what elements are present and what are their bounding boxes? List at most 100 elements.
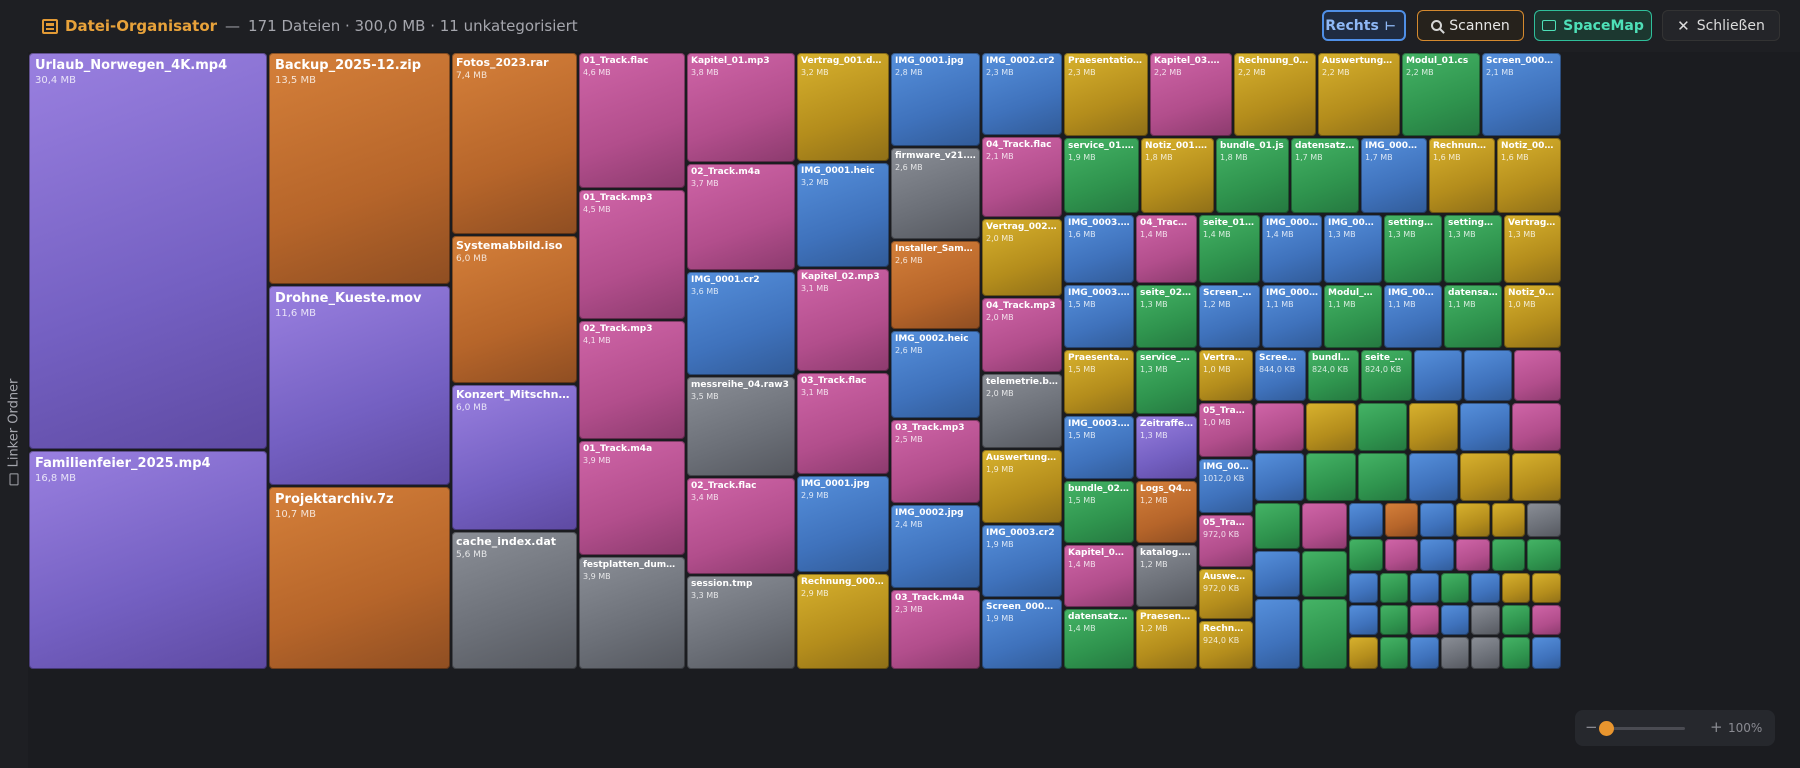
file-tile-small[interactable] <box>1302 551 1347 597</box>
file-tile[interactable]: bundle_02.js 1,5 MB <box>1064 481 1134 543</box>
file-tile[interactable]: 04_Track.m4a 1,4 MB <box>1136 215 1197 283</box>
file-tile-small[interactable] <box>1306 403 1356 451</box>
file-tile[interactable]: IMG_0004.jpg 1,1 MB <box>1384 285 1442 348</box>
file-tile[interactable]: Screen_0003.png 1,2 MB <box>1199 285 1260 348</box>
file-tile[interactable]: bundle_01.js 1,8 MB <box>1216 138 1289 213</box>
file-tile-small[interactable] <box>1471 605 1500 635</box>
file-tile-small[interactable] <box>1471 573 1500 603</box>
file-tile-small[interactable] <box>1384 503 1419 537</box>
file-tile[interactable]: 03_Track.mp3 2,5 MB <box>891 420 980 503</box>
file-tile-small[interactable] <box>1440 637 1470 669</box>
file-tile-small[interactable] <box>1349 637 1378 669</box>
file-tile[interactable]: Notiz_002.txt 1,6 MB <box>1497 138 1561 213</box>
file-tile[interactable]: Installer_Sammlung.zip 2,6 MB <box>891 241 980 329</box>
file-tile[interactable]: Drohne_Kueste.mov 11,6 MB <box>269 286 450 485</box>
file-tile[interactable]: katalog.idx 1,2 MB <box>1136 545 1197 607</box>
scan-button[interactable]: Scannen <box>1417 10 1524 41</box>
file-tile-small[interactable] <box>1349 605 1378 635</box>
file-tile-small[interactable] <box>1409 453 1459 501</box>
file-tile-small[interactable] <box>1357 453 1407 501</box>
left-folder-sidebar[interactable]: Linker Ordner <box>0 52 28 768</box>
rechts-button[interactable]: Rechts ⊢ <box>1322 10 1406 41</box>
file-tile[interactable]: Screen_0001.png 2,1 MB <box>1482 53 1561 136</box>
file-tile[interactable]: 01_Track.flac 4,6 MB <box>579 53 685 188</box>
file-tile-small[interactable] <box>1255 403 1305 451</box>
file-tile-small[interactable] <box>1410 637 1439 669</box>
file-tile[interactable]: messreihe_04.raw3 3,5 MB <box>687 377 795 476</box>
file-tile-small[interactable] <box>1255 503 1300 549</box>
spacemap-button[interactable]: SpaceMap <box>1534 10 1652 41</box>
file-tile[interactable]: cache_index.dat 5,6 MB <box>452 532 577 669</box>
file-tile-small[interactable] <box>1527 539 1561 571</box>
file-tile-small[interactable] <box>1349 503 1383 537</box>
file-tile[interactable]: Vertrag_004.... 1,0 MB <box>1199 350 1253 401</box>
file-tile-small[interactable] <box>1302 599 1347 669</box>
file-tile[interactable]: bundle_03.js 824,0 KB <box>1308 350 1359 401</box>
file-tile[interactable]: Praesentation_02.... 1,5 MB <box>1064 350 1134 414</box>
file-tile[interactable]: service_02.py 1,3 MB <box>1136 350 1197 414</box>
file-tile[interactable]: Screen_0002.png 1,9 MB <box>982 599 1062 669</box>
file-tile[interactable]: Systemabbild.iso 6,0 MB <box>452 236 577 383</box>
file-tile-small[interactable] <box>1409 403 1459 451</box>
file-tile[interactable]: 01_Track.m4a 3,9 MB <box>579 441 685 555</box>
file-tile[interactable]: telemetrie.blob 2,0 MB <box>982 374 1062 448</box>
file-tile-small[interactable] <box>1420 539 1454 571</box>
file-tile[interactable]: Kapitel_04.mp3 1,4 MB <box>1064 545 1134 607</box>
file-tile[interactable]: IMG_0002.jpg 1,7 MB <box>1361 138 1427 213</box>
file-tile-small[interactable] <box>1501 637 1531 669</box>
file-tile[interactable]: 04_Track.flac 2,1 MB <box>982 137 1062 217</box>
file-tile[interactable]: IMG_0004.cr2 1,4 MB <box>1262 215 1322 283</box>
file-tile[interactable]: IMG_0005.jpg 1012,0 KB <box>1199 459 1253 513</box>
file-tile[interactable]: Fotos_2023.rar 7,4 MB <box>452 53 577 234</box>
file-tile[interactable]: Kapitel_01.mp3 3,8 MB <box>687 53 795 162</box>
file-tile[interactable]: 03_Track.flac 3,1 MB <box>797 373 889 474</box>
file-tile[interactable]: Logs_Q4.tar.gz 1,2 MB <box>1136 481 1197 543</box>
file-tile-small[interactable] <box>1255 453 1305 501</box>
file-tile[interactable]: settings_02.xml 1,3 MB <box>1384 215 1442 283</box>
zoom-slider-handle[interactable] <box>1599 721 1614 736</box>
file-tile[interactable]: Auswertung_... 972,0 KB <box>1199 569 1253 619</box>
close-button[interactable]: ✕ Schließen <box>1662 10 1780 41</box>
file-tile[interactable]: Backup_2025-12.zip 13,5 MB <box>269 53 450 284</box>
file-tile[interactable]: IMG_0004.jpg 1,3 MB <box>1324 215 1382 283</box>
file-tile[interactable]: session.tmp 3,3 MB <box>687 576 795 669</box>
file-tile[interactable]: 01_Track.mp3 4,5 MB <box>579 190 685 319</box>
file-tile[interactable]: IMG_0002.heic 2,6 MB <box>891 331 980 418</box>
file-tile[interactable]: datensatz_01.json 1,7 MB <box>1291 138 1359 213</box>
file-tile-small[interactable] <box>1440 573 1470 603</box>
file-tile[interactable]: Notiz_003.txt 1,0 MB <box>1504 285 1561 348</box>
file-tile[interactable]: Screen_000... 844,0 KB <box>1255 350 1306 401</box>
file-tile[interactable]: Vertrag_001.docx 3,2 MB <box>797 53 889 161</box>
file-tile[interactable]: 02_Track.flac 3,4 MB <box>687 478 795 574</box>
file-tile[interactable]: 05_Track.mp3 1,0 MB <box>1199 403 1253 457</box>
file-tile-small[interactable] <box>1379 605 1409 635</box>
file-tile[interactable]: service_01.py 1,9 MB <box>1064 138 1139 213</box>
file-tile-small[interactable] <box>1410 573 1439 603</box>
file-tile[interactable]: IMG_0003.jpg 1,6 MB <box>1064 215 1134 283</box>
file-tile[interactable]: IMG_0001.heic 3,2 MB <box>797 163 889 267</box>
file-tile[interactable]: IMG_0002.cr2 2,3 MB <box>982 53 1062 135</box>
file-tile[interactable]: Auswertung_02.xlsx 1,9 MB <box>982 450 1062 523</box>
file-tile-small[interactable] <box>1414 350 1462 401</box>
file-tile-small[interactable] <box>1440 605 1470 635</box>
file-tile[interactable]: Familienfeier_2025.mp4 16,8 MB <box>29 451 267 669</box>
file-tile[interactable]: Kapitel_03.mp3 2,2 MB <box>1150 53 1232 136</box>
file-tile-small[interactable] <box>1471 637 1500 669</box>
file-tile[interactable]: Rechnung_0002.pdf 2,2 MB <box>1234 53 1316 136</box>
file-tile[interactable]: settings_01.xml 1,3 MB <box>1444 215 1502 283</box>
file-tile-small[interactable] <box>1491 539 1526 571</box>
file-tile-small[interactable] <box>1302 503 1347 549</box>
file-tile[interactable]: 03_Track.m4a 2,3 MB <box>891 590 980 669</box>
file-tile[interactable]: Kapitel_02.mp3 3,1 MB <box>797 269 889 371</box>
file-tile[interactable]: Projektarchiv.7z 10,7 MB <box>269 487 450 669</box>
zoom-out-button[interactable]: − <box>1585 718 1598 736</box>
file-tile[interactable]: IMG_0004.heic 1,1 MB <box>1262 285 1322 348</box>
file-tile[interactable]: Notiz_001.txt 1,8 MB <box>1141 138 1214 213</box>
file-tile[interactable]: IMG_0003.heic 1,5 MB <box>1064 416 1134 479</box>
file-tile-small[interactable] <box>1491 503 1526 537</box>
file-tile[interactable]: seite_02.html 1,3 MB <box>1136 285 1197 348</box>
file-tile-small[interactable] <box>1384 539 1419 571</box>
file-tile-small[interactable] <box>1349 573 1378 603</box>
file-tile[interactable]: seite_03.html 824,0 KB <box>1361 350 1412 401</box>
file-tile[interactable]: Rechnung_0... 924,0 KB <box>1199 621 1253 669</box>
